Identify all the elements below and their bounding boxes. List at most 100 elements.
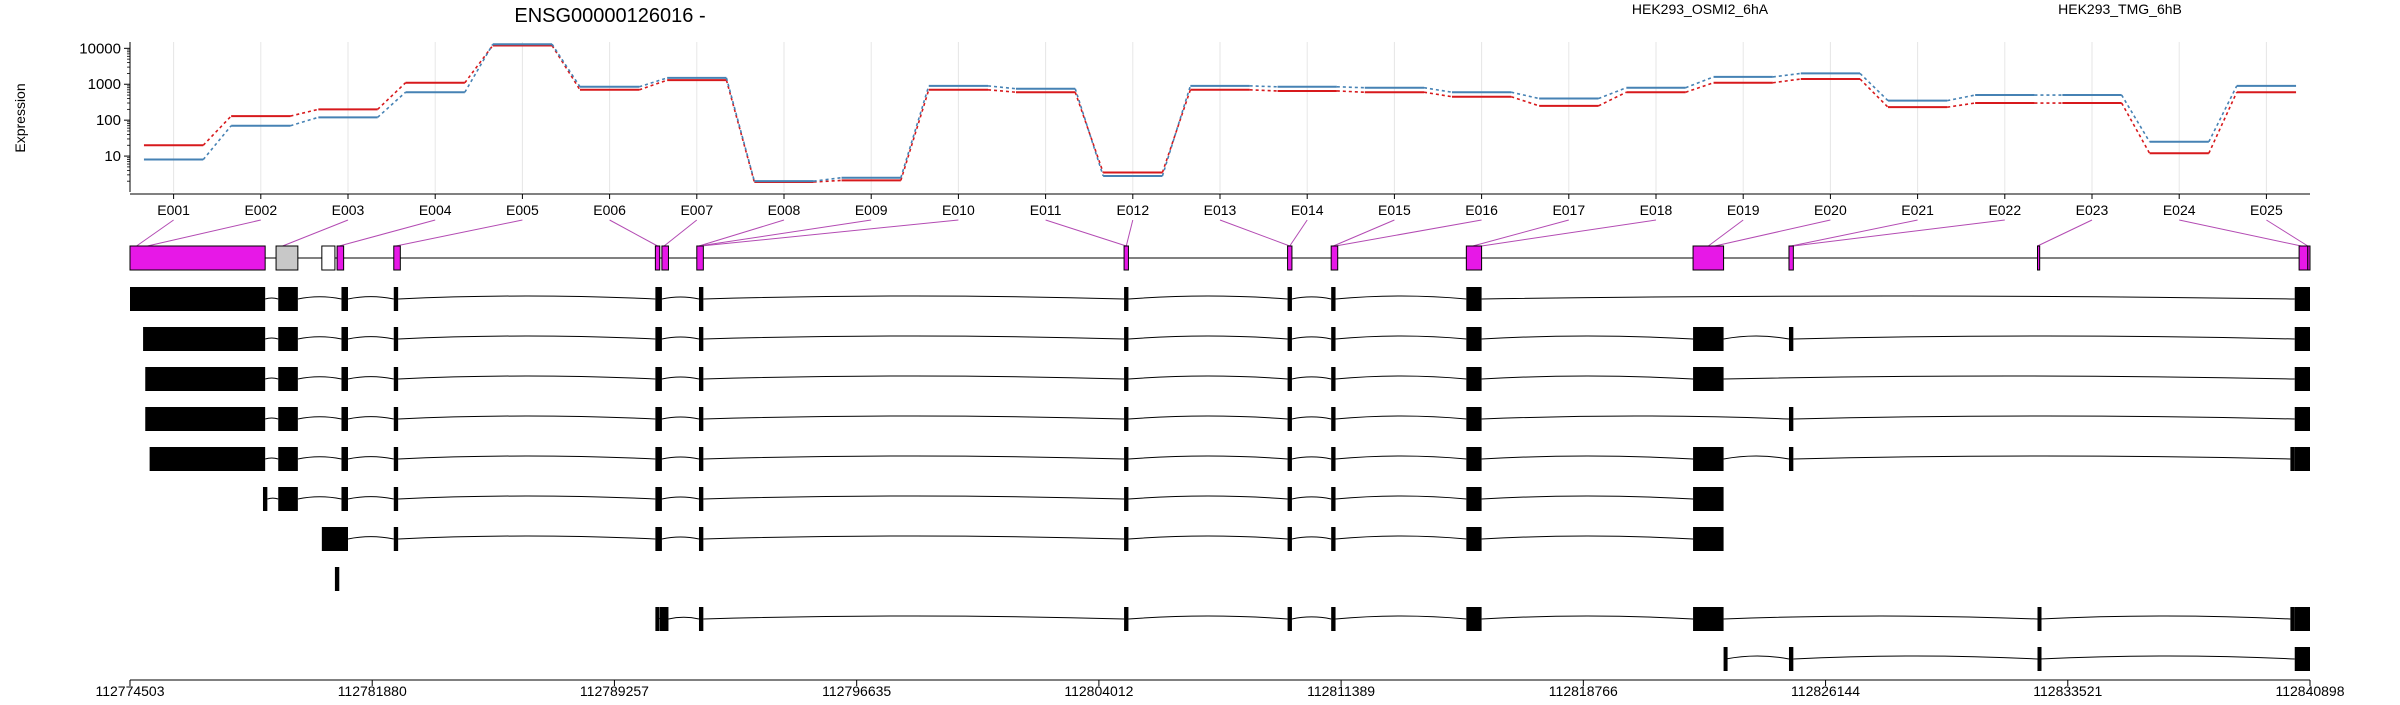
exon-tick-label: E019 — [1727, 202, 1760, 218]
exon-connector — [1219, 219, 1290, 247]
exon-connector — [1333, 219, 1395, 247]
intron-line — [661, 336, 700, 340]
transcript-exon — [2294, 647, 2310, 671]
transcript-exon — [1693, 447, 1724, 471]
intron-line — [1335, 295, 1467, 300]
transcript-track — [334, 567, 340, 591]
exon-tick-label: E011 — [1030, 202, 1062, 218]
intron-line — [265, 377, 279, 380]
intron-line — [1481, 415, 1789, 420]
transcript-exon — [341, 327, 348, 351]
exon-tick-label: E023 — [2076, 202, 2109, 218]
genomic-tick-label: 112796635 — [822, 683, 891, 699]
exon-connector — [663, 219, 698, 247]
exon-tick-label: E016 — [1465, 202, 1498, 218]
series-connector — [2208, 91, 2238, 154]
transcript-exon — [655, 287, 662, 311]
exon-connector — [1793, 219, 2005, 247]
intron-line — [661, 376, 700, 380]
exon-tick-label: E017 — [1552, 202, 1585, 218]
intron-line — [1723, 375, 2295, 380]
exon-connector — [609, 219, 658, 247]
transcript-exon — [2294, 607, 2310, 631]
exon-tick-label: E022 — [1988, 202, 2021, 218]
transcript-exon — [1788, 647, 1794, 671]
transcript-exon — [278, 487, 298, 511]
exon-connector — [1472, 219, 1569, 247]
series-connector — [290, 116, 319, 127]
exon-connector — [2037, 219, 2093, 247]
intron-line — [1481, 455, 1694, 460]
transcript-exon — [698, 327, 704, 351]
y-tick-label: 10000 — [79, 40, 121, 57]
exon-connector — [1481, 219, 1657, 247]
genomic-tick-label: 112804012 — [1064, 683, 1133, 699]
gene-exon — [336, 245, 345, 271]
exon-connector — [1045, 219, 1127, 247]
intron-line — [1335, 415, 1467, 420]
genomic-tick-label: 112774503 — [95, 683, 164, 699]
series-connector — [900, 89, 930, 181]
transcript-exon — [1287, 367, 1292, 391]
chart-title: ENSG00000126016 - — [514, 5, 705, 27]
exon-axis: E001 E002 E003 E004 E005 E006 E007 E008 E009 E010… — [130, 193, 2310, 218]
transcript-exon — [1331, 407, 1336, 431]
intron-line — [398, 535, 656, 540]
intron-line — [347, 536, 394, 540]
series-connector — [202, 115, 232, 146]
intron-line — [1335, 615, 1467, 620]
transcript-track — [145, 407, 2310, 431]
transcript-exon — [341, 287, 348, 311]
transcript-exon — [278, 287, 298, 311]
exon-connector — [701, 219, 959, 247]
intron-line — [1291, 296, 1332, 300]
exon-connector — [698, 219, 872, 247]
intron-line — [297, 416, 342, 420]
transcript-exon — [393, 327, 399, 351]
transcript-track — [655, 607, 2310, 631]
transcript-exon — [2294, 327, 2310, 351]
exon-tick-label: E003 — [332, 202, 365, 218]
transcript-exon — [655, 407, 662, 431]
series-connector — [1598, 91, 1627, 107]
intron-line — [265, 417, 279, 420]
transcript-exon — [1287, 287, 1292, 311]
transcript-exon — [278, 327, 298, 351]
series-connector — [551, 43, 581, 88]
intron-line — [1291, 496, 1332, 500]
intron-line — [661, 536, 700, 540]
transcript-exon — [341, 487, 348, 511]
intron-line — [1793, 415, 2295, 420]
series-connector — [1859, 72, 1889, 102]
transcript-exon — [655, 447, 662, 471]
series-connector — [1336, 85, 1365, 89]
intron-line — [703, 295, 1125, 300]
intron-line — [297, 376, 342, 380]
genomic-tick-label: 112833521 — [2033, 683, 2102, 699]
series-lines — [143, 43, 2297, 183]
intron-line — [1291, 416, 1332, 420]
transcript-exon — [698, 407, 704, 431]
y-axis: 10 100 1000 10000 — [79, 40, 131, 192]
gene-exon — [2037, 245, 2041, 271]
gene-exon — [1465, 245, 1483, 271]
intron-line — [265, 337, 279, 340]
series-connector — [290, 108, 319, 117]
transcript-exon — [2294, 287, 2310, 311]
transcript-tracks — [130, 287, 2310, 671]
transcript-exon — [1723, 647, 1728, 671]
series-connector — [1947, 102, 1976, 108]
intron-line — [1481, 495, 1694, 500]
series-connector — [1336, 90, 1365, 94]
intron-line — [1128, 295, 1288, 300]
intron-line — [265, 297, 279, 300]
transcript-exon — [1287, 607, 1292, 631]
transcript-exon — [1788, 327, 1794, 351]
intron-line — [267, 497, 279, 500]
transcript-exon — [143, 327, 266, 351]
exon-connector — [395, 219, 523, 247]
series-connector — [1772, 78, 1801, 84]
intron-line — [347, 336, 394, 340]
